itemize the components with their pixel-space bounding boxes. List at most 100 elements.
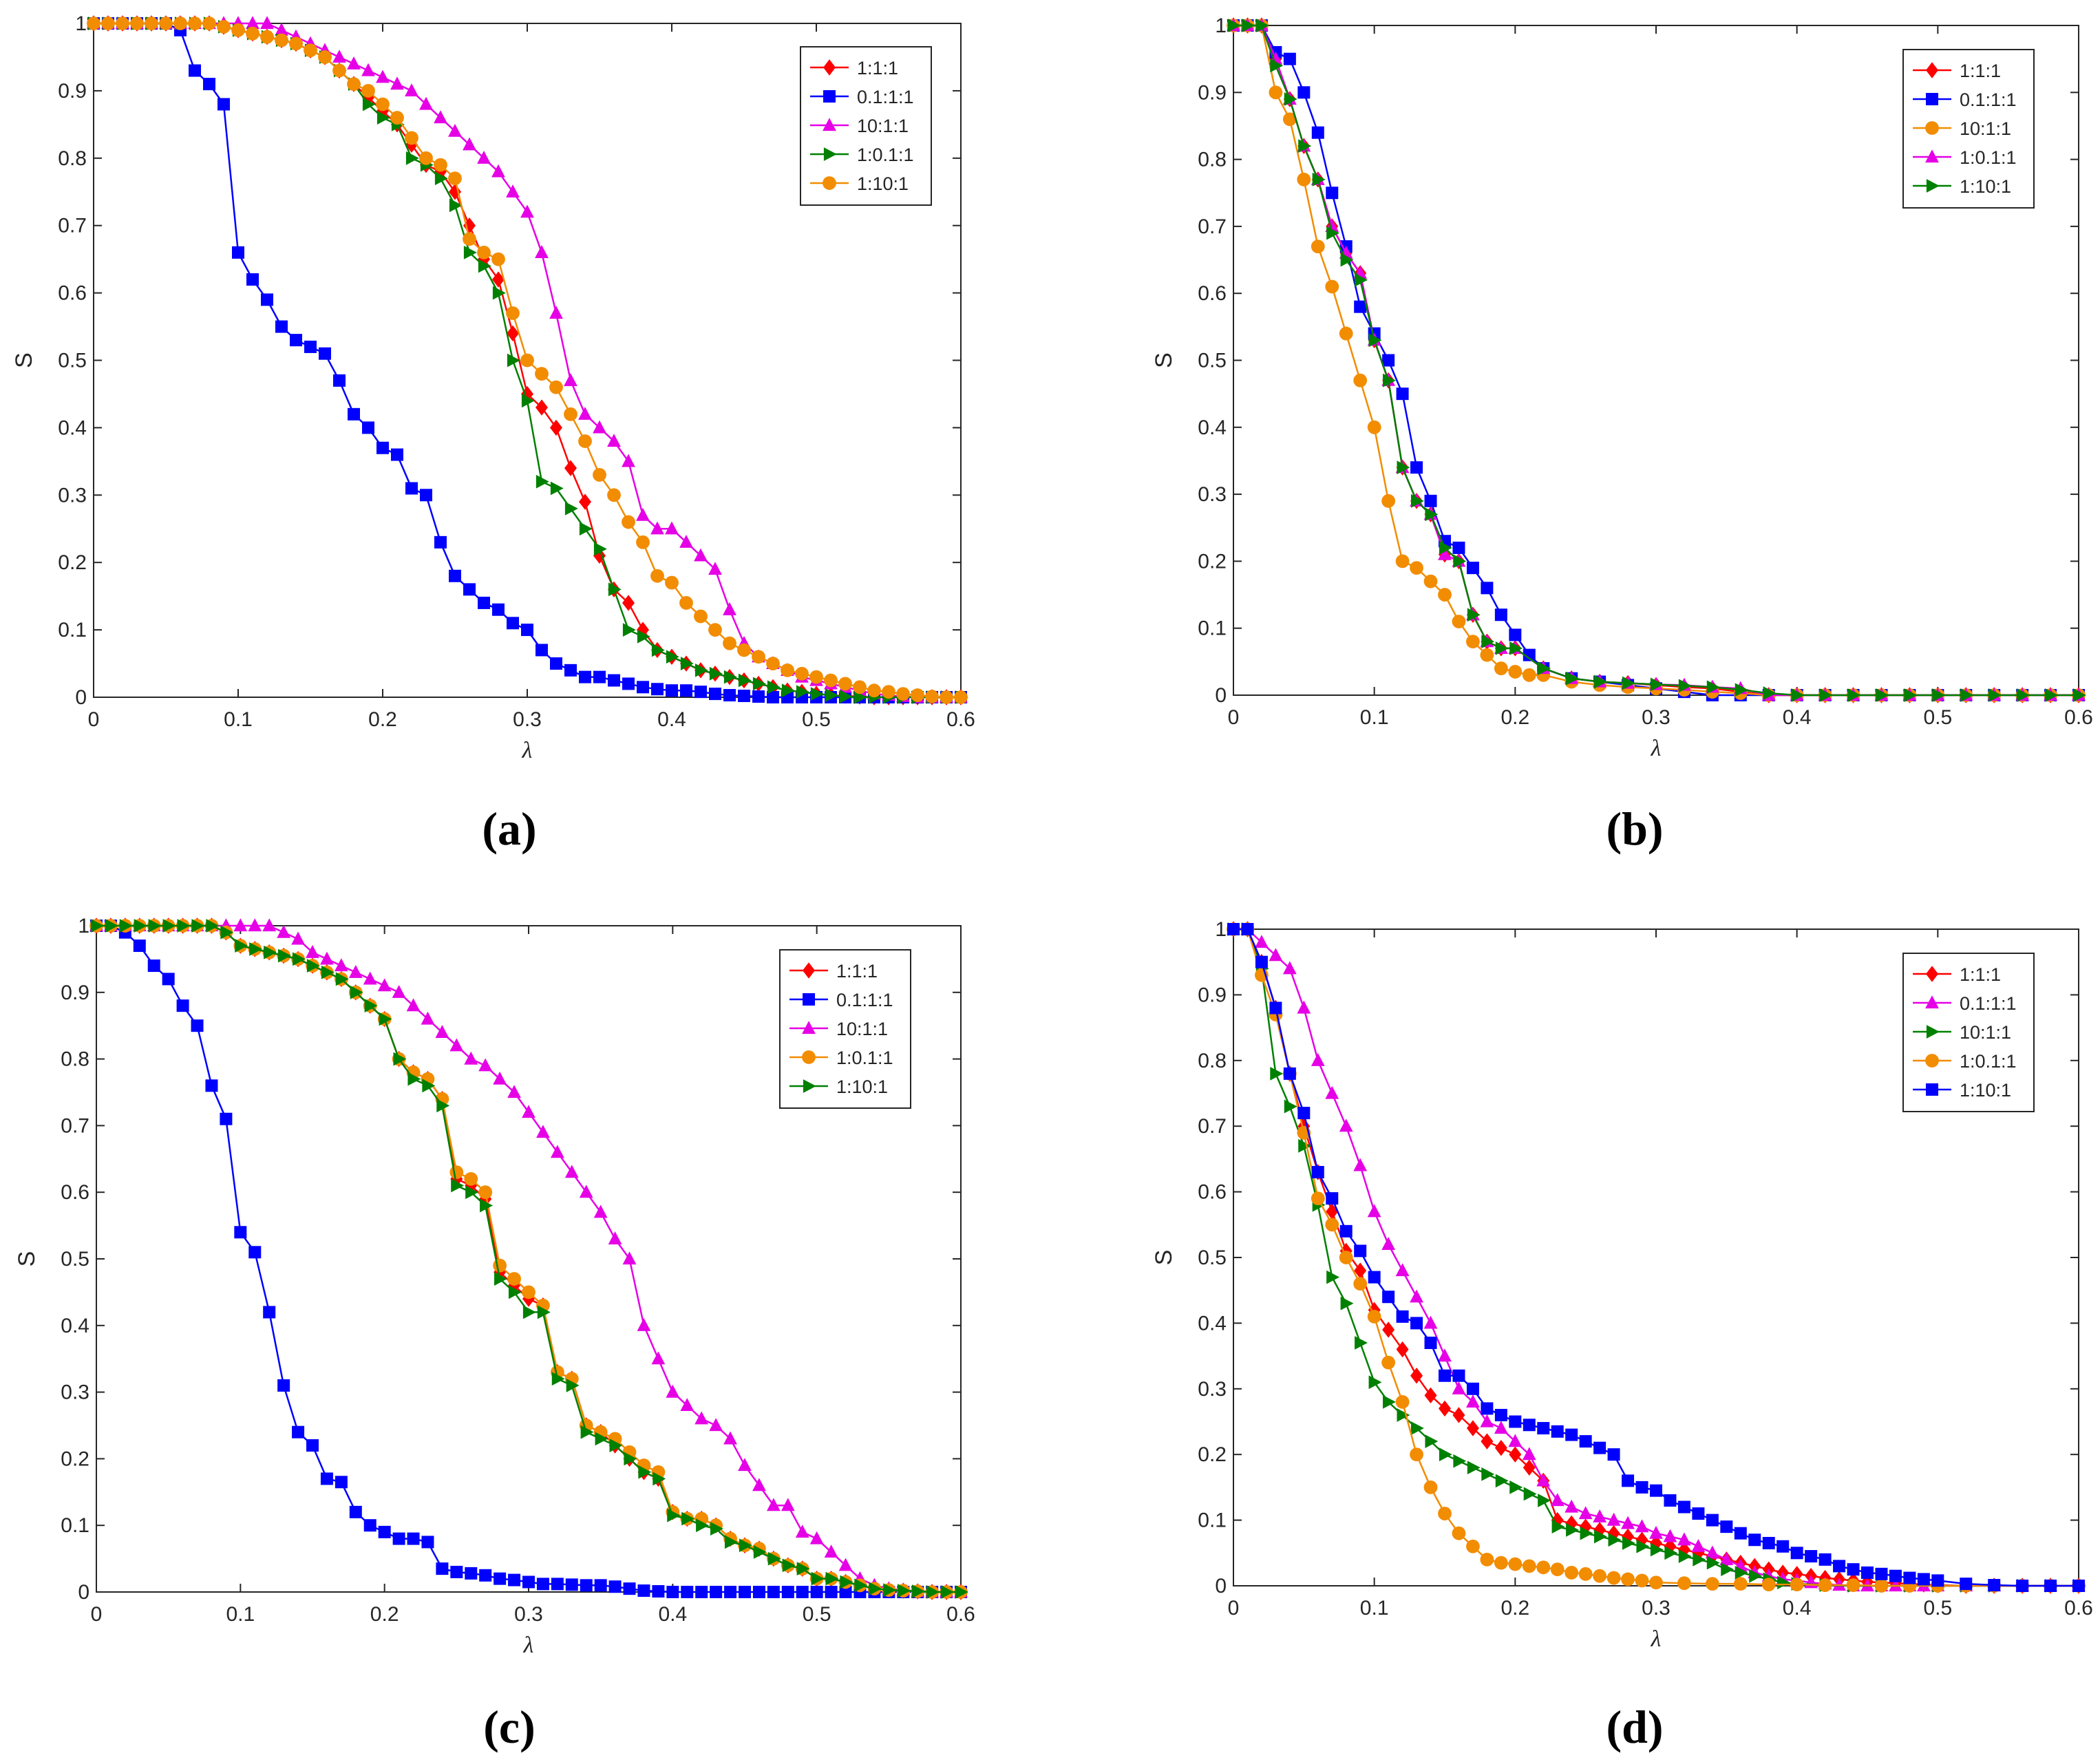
data-point xyxy=(264,945,277,959)
data-point xyxy=(320,1472,333,1485)
data-point xyxy=(292,952,306,966)
data-point xyxy=(494,1272,507,1286)
data-point xyxy=(1578,1506,1593,1520)
data-point xyxy=(376,97,390,112)
data-point xyxy=(767,1586,780,1598)
data-point xyxy=(2016,1580,2029,1592)
data-point xyxy=(898,1584,911,1598)
data-point xyxy=(1594,1529,1607,1544)
data-point xyxy=(1227,19,1241,32)
data-point xyxy=(101,17,115,30)
data-point xyxy=(507,617,519,630)
data-point xyxy=(507,1272,521,1286)
legend-label: 1:0.1:1 xyxy=(836,1048,893,1068)
data-point xyxy=(710,1586,723,1598)
y-tick-label: 0.7 xyxy=(61,1114,89,1137)
data-point xyxy=(134,919,147,933)
data-point xyxy=(1439,1447,1452,1462)
data-point xyxy=(940,690,953,704)
data-point xyxy=(1439,1369,1451,1382)
data-point xyxy=(869,1582,882,1596)
data-point xyxy=(390,76,404,90)
data-point xyxy=(1494,1408,1507,1421)
data-point xyxy=(955,1585,968,1599)
data-point xyxy=(332,63,346,78)
data-point xyxy=(566,1379,580,1392)
data-point xyxy=(1522,1447,1536,1461)
y-tick-label: 1 xyxy=(1215,14,1227,37)
data-point xyxy=(1480,1414,1494,1427)
data-point xyxy=(507,1085,521,1098)
data-point xyxy=(1297,1107,1311,1120)
y-tick-label: 1 xyxy=(1215,918,1227,941)
data-point xyxy=(622,623,636,637)
data-point xyxy=(1537,1422,1550,1435)
data-point xyxy=(1904,688,1918,702)
data-point xyxy=(594,1579,607,1592)
data-point xyxy=(1410,1421,1424,1435)
data-point xyxy=(1847,1563,1860,1576)
data-point xyxy=(1635,1480,1648,1494)
data-point xyxy=(811,1571,825,1586)
data-point xyxy=(1635,1519,1649,1533)
legend-marker xyxy=(823,90,836,103)
data-point xyxy=(550,657,562,670)
data-point xyxy=(739,1586,751,1598)
data-point xyxy=(1424,494,1437,507)
data-point xyxy=(1355,273,1368,287)
data-point xyxy=(463,245,477,259)
y-tick-label: 0.6 xyxy=(1198,1181,1227,1204)
data-point xyxy=(1481,1433,1494,1450)
data-point xyxy=(203,78,215,91)
data-point xyxy=(361,83,375,98)
data-point xyxy=(838,1558,853,1571)
data-point xyxy=(465,1185,479,1200)
data-point xyxy=(522,1305,536,1319)
data-point xyxy=(796,1562,810,1576)
data-point xyxy=(348,407,360,421)
data-point xyxy=(1790,1578,1804,1591)
data-point xyxy=(1494,661,1508,675)
chart-panel-b: 0 0.1 0.2 0.3 0.4 0.5 0.6 0 0.1 0.2 0.3 0.4 0.5 0.6 0.… xyxy=(1151,14,2093,761)
data-point xyxy=(1874,1579,1889,1593)
data-point xyxy=(622,1251,637,1265)
data-point xyxy=(275,33,288,47)
data-point xyxy=(1452,1526,1466,1540)
data-point xyxy=(636,507,650,521)
legend-marker xyxy=(803,993,815,1006)
legend-marker xyxy=(802,1050,816,1064)
y-tick-label: 0.1 xyxy=(61,1514,89,1537)
data-point xyxy=(506,306,520,320)
x-tick-label: 0 xyxy=(91,1603,103,1626)
data-point xyxy=(449,1165,464,1180)
data-point xyxy=(1270,1066,1284,1081)
data-point xyxy=(1635,1573,1649,1588)
data-point xyxy=(376,111,390,125)
data-point xyxy=(1255,955,1268,968)
x-tick-label: 0.5 xyxy=(802,708,831,731)
data-point xyxy=(536,1578,549,1591)
data-point xyxy=(130,17,144,30)
data-point xyxy=(191,1019,204,1032)
data-point xyxy=(564,373,577,386)
data-point xyxy=(1988,1579,2001,1592)
y-tick-label: 0.8 xyxy=(58,147,87,170)
data-point xyxy=(479,1569,492,1582)
data-point xyxy=(1622,1536,1635,1550)
data-point xyxy=(463,583,476,596)
legend-marker xyxy=(823,59,836,76)
y-axis-label: S xyxy=(14,1251,40,1267)
data-point xyxy=(1566,1523,1579,1537)
data-point xyxy=(622,677,635,690)
data-point xyxy=(1776,1540,1790,1553)
data-point xyxy=(449,198,463,213)
legend-marker xyxy=(1926,62,1938,78)
data-point xyxy=(954,690,968,704)
data-point xyxy=(1227,923,1240,935)
x-tick-label: 0.2 xyxy=(368,708,397,731)
data-point xyxy=(1833,1560,1846,1573)
data-point xyxy=(738,673,752,688)
data-point xyxy=(1550,1493,1565,1507)
data-point xyxy=(521,624,533,637)
data-point xyxy=(609,1439,623,1452)
